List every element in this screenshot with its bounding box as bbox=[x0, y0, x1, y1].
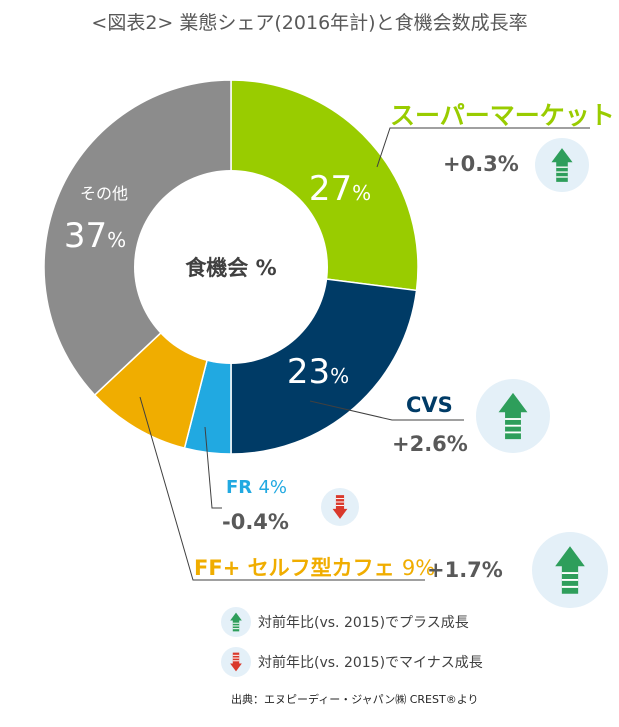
growth-up-arrow-icon bbox=[532, 532, 608, 608]
leader-line bbox=[309, 400, 464, 421]
growth-cvs: +2.6% bbox=[392, 432, 468, 456]
legend-down-text: 対前年比(vs. 2015)でマイナス成長 bbox=[258, 655, 483, 671]
legend-down-arrow-icon bbox=[221, 647, 251, 677]
donut-hole bbox=[134, 170, 328, 364]
label-fr-value: 4 bbox=[258, 477, 270, 498]
label-fr: FR 4% bbox=[226, 477, 287, 498]
label-supermarket: スーパーマーケット bbox=[390, 101, 615, 130]
legend-up-text: 対前年比(vs. 2015)でプラス成長 bbox=[258, 615, 469, 631]
growth-down-arrow-icon bbox=[321, 488, 359, 526]
growth-ff: +1.7% bbox=[427, 558, 503, 582]
growth-up-arrow-icon bbox=[476, 379, 550, 453]
label-ff: FF+ セルフ型カフェ 9% bbox=[194, 552, 435, 582]
growth-supermarket: +0.3% bbox=[443, 152, 519, 176]
growth-up-arrow-icon bbox=[535, 138, 589, 192]
leader-line bbox=[204, 426, 222, 509]
source-note: 出典：エヌピーディー・ジャパン㈱ CREST®より bbox=[231, 693, 479, 706]
slice-percent-supermarket: 27% bbox=[309, 169, 371, 209]
slice-percent-other: 37% bbox=[64, 216, 126, 256]
slice-percent-cvs: 23% bbox=[287, 352, 349, 392]
label-ff-value: 9 bbox=[401, 556, 416, 580]
label-ff-name: FF+ セルフ型カフェ bbox=[194, 556, 395, 580]
growth-fr: -0.4% bbox=[222, 510, 289, 534]
label-ff-unit: % bbox=[415, 556, 436, 580]
legend-up-arrow-icon bbox=[221, 607, 251, 637]
chart-title: <図表2> 業態シェア(2016年計)と食機会数成長率 bbox=[91, 12, 528, 34]
slice-other bbox=[43, 79, 232, 397]
leader-line bbox=[139, 396, 425, 581]
leader-line bbox=[376, 127, 590, 168]
label-fr-name: FR bbox=[226, 477, 253, 498]
label-other: その他 bbox=[80, 184, 129, 203]
center-label: 食機会 % bbox=[185, 256, 276, 280]
label-fr-unit: % bbox=[269, 477, 287, 498]
label-cvs: CVS bbox=[406, 393, 453, 417]
